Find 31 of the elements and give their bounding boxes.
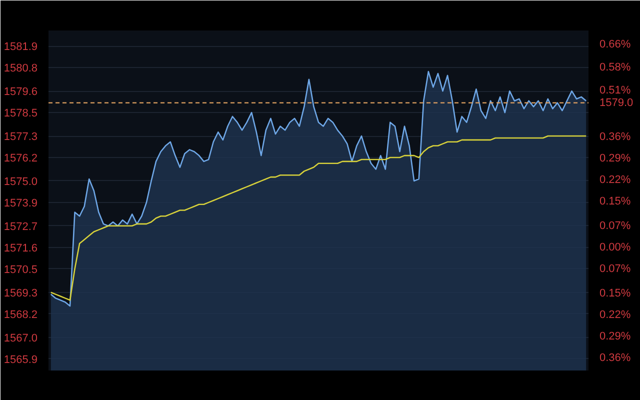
- y2-tick-label: 0.15%: [600, 287, 631, 300]
- y2-tick-label: 0.29%: [600, 152, 631, 164]
- ref-line-label: 1579.0: [600, 96, 634, 109]
- y2-tick-label: 0.07%: [600, 220, 631, 232]
- y-tick-label: 1571.6: [4, 242, 38, 254]
- y-tick-label: 1565.9: [4, 354, 38, 366]
- y-tick-label: 1570.5: [4, 264, 38, 276]
- y-tick-label: 1572.7: [4, 220, 38, 233]
- y-tick-label: 1577.3: [4, 131, 38, 144]
- y2-tick-label: 0.36%: [600, 130, 631, 143]
- y-tick-label: 1575.0: [4, 176, 38, 188]
- y2-tick-label: 0.15%: [600, 195, 631, 208]
- y-tick-label: 1581.9: [4, 41, 38, 54]
- y2-tick-label: 0.07%: [600, 262, 631, 275]
- y-tick-label: 1568.2: [4, 308, 38, 321]
- y-tick-label: 1578.5: [4, 108, 38, 120]
- y-tick-label: 1573.9: [4, 197, 38, 210]
- y2-tick-label: 0.66%: [600, 38, 631, 51]
- y2-tick-label: 0.29%: [600, 330, 631, 342]
- y2-tick-label: 0.22%: [600, 174, 631, 186]
- y2-tick-label: 0.00%: [600, 241, 631, 254]
- line-series: [50, 135, 587, 301]
- y-tick-label: 1569.3: [4, 287, 38, 300]
- y2-tick-label: 0.58%: [600, 62, 631, 74]
- y2-tick-label: 0.36%: [600, 352, 631, 364]
- y2-tick-label: 0.51%: [600, 84, 631, 97]
- y-tick-label: 1576.2: [4, 152, 38, 165]
- y-tick-label: 1579.6: [4, 86, 38, 98]
- y-tick-label: 1580.8: [4, 62, 38, 75]
- y-tick-label: 1567.0: [4, 332, 38, 344]
- y2-tick-label: 0.22%: [600, 308, 631, 321]
